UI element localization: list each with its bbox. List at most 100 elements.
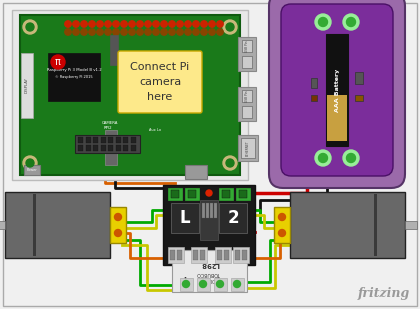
Bar [93,145,98,151]
Text: L298: L298 [200,261,219,267]
Circle shape [23,156,37,170]
Bar [197,278,210,291]
Bar [168,247,184,263]
Circle shape [201,29,207,35]
Bar [290,192,405,258]
Bar [170,250,175,260]
Bar [214,203,217,218]
Text: Aux Lo: Aux Lo [149,128,161,132]
Circle shape [73,29,79,35]
Circle shape [201,21,207,27]
Text: © Raspberry Pi 2015: © Raspberry Pi 2015 [55,75,93,79]
Bar [110,35,118,65]
Text: L: L [180,209,190,227]
Circle shape [315,14,331,30]
Circle shape [26,23,34,31]
FancyBboxPatch shape [269,0,405,188]
Text: USB Pin: USB Pin [245,40,249,52]
Bar [108,145,113,151]
Circle shape [113,21,119,27]
Circle shape [183,281,189,287]
Bar [21,53,33,118]
Bar [20,15,240,175]
Circle shape [216,281,223,287]
Bar [222,190,230,198]
Bar [163,185,255,265]
Text: USB Pin: USB Pin [245,90,249,102]
Bar [241,138,255,158]
Circle shape [23,20,37,34]
Text: DISPLAY: DISPLAY [25,77,29,93]
Bar [116,137,121,143]
Bar [191,247,207,263]
Circle shape [318,154,328,163]
Bar [12,10,248,180]
Bar [311,95,317,101]
Bar [235,250,240,260]
Circle shape [105,21,111,27]
Circle shape [223,20,237,34]
Bar [242,250,247,260]
Circle shape [343,150,359,166]
Text: AAA Battery: AAA Battery [334,68,339,112]
Bar [5,192,110,258]
Bar [242,40,252,52]
Circle shape [73,21,79,27]
Circle shape [26,159,34,167]
Bar [100,137,105,143]
Circle shape [105,29,111,35]
Circle shape [278,230,286,236]
Bar [75,135,140,153]
Text: TOBU8CO: TOBU8CO [197,272,221,277]
Circle shape [129,21,135,27]
Circle shape [65,21,71,27]
Circle shape [145,21,151,27]
Circle shape [51,55,65,69]
Circle shape [185,29,191,35]
Bar [217,250,222,260]
Bar [405,221,417,229]
Circle shape [161,29,167,35]
Bar [214,278,227,291]
Bar [242,106,252,118]
Circle shape [89,21,95,27]
Circle shape [234,281,241,287]
Circle shape [153,29,159,35]
Circle shape [278,214,286,221]
Circle shape [81,21,87,27]
Bar [123,145,128,151]
Circle shape [346,18,355,27]
Text: fritzing: fritzing [358,287,410,300]
FancyBboxPatch shape [118,51,202,113]
Circle shape [97,29,103,35]
Circle shape [193,21,199,27]
Bar [105,130,117,165]
Bar [200,250,205,260]
Bar [239,190,247,198]
Bar [131,145,136,151]
Circle shape [318,18,328,27]
Bar [33,194,36,256]
Bar [206,203,209,218]
Circle shape [89,29,95,35]
Bar [238,87,256,121]
Bar [193,250,198,260]
Circle shape [315,150,331,166]
Circle shape [185,21,191,27]
Bar [202,203,205,218]
Circle shape [81,29,87,35]
Circle shape [169,21,175,27]
Circle shape [65,29,71,35]
Text: CAMERA: CAMERA [102,121,118,125]
Bar [93,137,98,143]
Bar [185,188,199,200]
Bar [242,90,252,102]
Bar [215,247,231,263]
Circle shape [177,21,183,27]
Circle shape [97,21,103,27]
Circle shape [343,14,359,30]
Bar [86,145,90,151]
Bar [231,278,244,291]
Circle shape [121,29,127,35]
Bar [108,137,113,143]
